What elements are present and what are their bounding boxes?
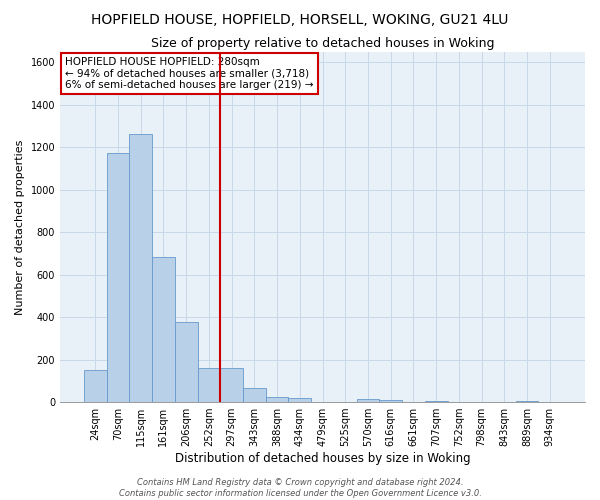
Bar <box>175 322 197 402</box>
Bar <box>197 368 220 402</box>
Y-axis label: Number of detached properties: Number of detached properties <box>15 139 25 314</box>
Title: Size of property relative to detached houses in Woking: Size of property relative to detached ho… <box>151 38 494 51</box>
Bar <box>152 256 175 402</box>
Text: HOPFIELD HOUSE, HOPFIELD, HORSELL, WOKING, GU21 4LU: HOPFIELD HOUSE, HOPFIELD, HORSELL, WOKIN… <box>91 12 509 26</box>
Bar <box>425 400 448 402</box>
Bar <box>379 400 402 402</box>
Bar <box>84 370 107 402</box>
Bar <box>356 399 379 402</box>
Bar <box>130 134 152 402</box>
Bar <box>243 388 266 402</box>
Bar <box>220 368 243 402</box>
Bar <box>289 398 311 402</box>
Text: Contains HM Land Registry data © Crown copyright and database right 2024.
Contai: Contains HM Land Registry data © Crown c… <box>119 478 481 498</box>
Text: HOPFIELD HOUSE HOPFIELD: 280sqm
← 94% of detached houses are smaller (3,718)
6% : HOPFIELD HOUSE HOPFIELD: 280sqm ← 94% of… <box>65 57 314 90</box>
Bar <box>107 152 130 402</box>
X-axis label: Distribution of detached houses by size in Woking: Distribution of detached houses by size … <box>175 452 470 465</box>
Bar <box>515 401 538 402</box>
Bar <box>266 397 289 402</box>
